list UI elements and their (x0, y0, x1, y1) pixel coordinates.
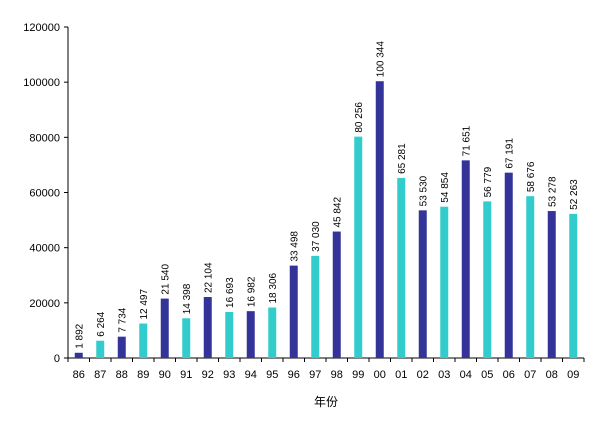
bar (74, 352, 83, 358)
bar (332, 231, 341, 358)
data-label: 37 030 (311, 221, 322, 252)
x-tick-label: 95 (266, 369, 278, 381)
y-tick-label: 80000 (29, 132, 60, 144)
data-label: 56 779 (483, 166, 494, 197)
x-tick-label: 92 (202, 369, 214, 381)
bar (354, 136, 363, 358)
bar (526, 196, 535, 358)
bar (504, 172, 513, 358)
x-tick-label: 86 (73, 369, 85, 381)
value-labels: 1 892 6 264 7 734 12 497 21 540 14 398 22 104 1… (74, 41, 580, 349)
x-tick-label: 93 (223, 369, 235, 381)
bar (397, 177, 406, 358)
bar (569, 213, 578, 358)
bar (289, 265, 298, 358)
bar (461, 160, 470, 358)
y-tick-label: 100000 (23, 77, 60, 89)
x-tick-label: 01 (395, 369, 407, 381)
data-label: 53 278 (547, 176, 558, 207)
x-tick-label: 08 (546, 369, 558, 381)
data-label: 6 264 (96, 311, 107, 336)
y-tick-label: 20000 (29, 298, 60, 310)
x-tick-label: 02 (417, 369, 429, 381)
x-tick-label: 98 (331, 369, 343, 381)
bar (96, 340, 105, 358)
bar (203, 297, 212, 358)
data-label: 18 306 (268, 272, 279, 303)
bar (225, 311, 234, 358)
data-label: 33 498 (289, 231, 300, 262)
x-tick-label: 91 (180, 369, 192, 381)
x-tick-label: 89 (137, 369, 149, 381)
data-label: 1 892 (74, 323, 85, 348)
y-tick-label: 40000 (29, 243, 60, 255)
data-label: 53 530 (418, 175, 429, 206)
x-tick-label: 03 (438, 369, 450, 381)
data-label: 80 256 (354, 102, 365, 133)
x-tick-label: 09 (567, 369, 579, 381)
data-label: 67 191 (504, 138, 515, 169)
x-tick-label: 97 (309, 369, 321, 381)
x-tick-label: 96 (288, 369, 300, 381)
x-tick-label: 04 (460, 369, 472, 381)
bar (440, 206, 449, 358)
bar (375, 81, 384, 358)
data-label: 16 693 (225, 277, 236, 308)
data-label: 71 651 (461, 125, 472, 156)
y-axis: 0 20000 40000 60000 80000 100000 120000 (23, 22, 69, 365)
data-label: 52 263 (569, 179, 580, 210)
data-label: 21 540 (160, 264, 171, 295)
y-tick-label: 60000 (29, 188, 60, 200)
x-tick-label: 99 (352, 369, 364, 381)
bar (182, 318, 191, 358)
data-label: 58 676 (526, 161, 537, 192)
bar (268, 307, 277, 358)
x-tick-label: 88 (116, 369, 128, 381)
x-tick-label: 90 (159, 369, 171, 381)
bar (311, 255, 320, 358)
x-tick-label: 07 (524, 369, 536, 381)
data-label: 100 344 (375, 41, 386, 78)
data-label: 65 281 (397, 143, 408, 174)
bar (246, 311, 255, 358)
x-tick-label: 06 (503, 369, 515, 381)
bar (117, 336, 126, 358)
x-tick-label: 87 (94, 369, 106, 381)
data-label: 16 982 (246, 276, 257, 307)
data-label: 14 398 (182, 283, 193, 314)
data-label: 22 104 (203, 262, 214, 293)
data-label: 54 854 (440, 172, 451, 203)
data-label: 45 842 (332, 197, 343, 228)
x-tick-label: 05 (481, 369, 493, 381)
bar (483, 201, 492, 358)
data-label: 12 497 (139, 289, 150, 320)
x-tick-label: 94 (245, 369, 257, 381)
x-axis: 86 87 88 89 90 91 92 93 94 95 96 97 98 99 00 01 02 03 04 05… (67, 357, 585, 381)
y-tick-label: 120000 (23, 22, 60, 34)
bars (74, 81, 578, 358)
bar (160, 298, 169, 358)
bar (547, 211, 556, 358)
x-tick-label: 00 (374, 369, 386, 381)
data-label: 7 734 (117, 307, 128, 332)
y-tick-label: 0 (54, 353, 60, 365)
bar (139, 323, 148, 358)
x-axis-title: 年份 (314, 395, 338, 409)
bar (418, 210, 427, 358)
